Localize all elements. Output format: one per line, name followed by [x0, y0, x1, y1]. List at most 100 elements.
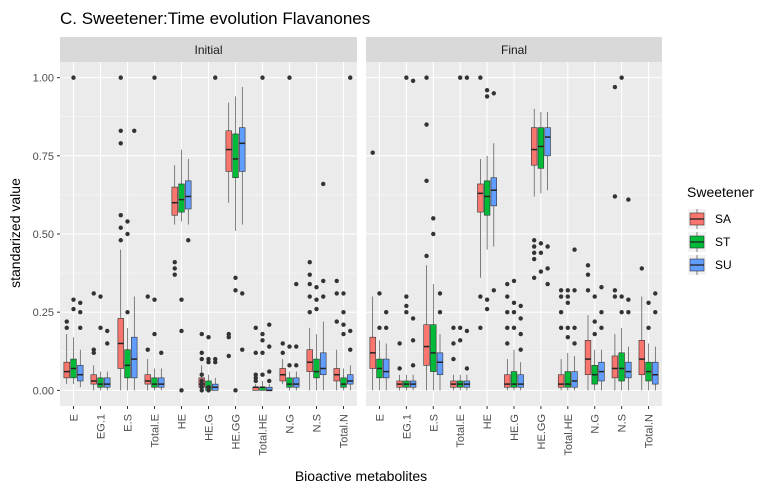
- box-he-gg-st: [232, 96, 239, 393]
- outlier-point: [294, 363, 299, 368]
- outlier-point: [404, 303, 409, 309]
- outlier-point: [321, 278, 326, 284]
- box-he-gg-sa: [225, 102, 232, 359]
- outlier-point: [478, 294, 483, 299]
- box-e-s-st: [430, 216, 437, 391]
- outlier-point: [253, 375, 258, 381]
- outlier-point: [179, 328, 184, 334]
- outlier-point: [639, 266, 645, 271]
- box-iqr: [131, 336, 138, 379]
- outlier-point: [653, 309, 658, 315]
- box-total-e-sa: [144, 294, 151, 391]
- outlier-point: [410, 363, 416, 368]
- outlier-point: [199, 356, 204, 362]
- outlier-point: [424, 178, 429, 184]
- outlier-point: [321, 294, 326, 299]
- legend-label: ST: [715, 235, 731, 249]
- box-iqr: [537, 127, 545, 169]
- box-he-st: [178, 149, 185, 393]
- outlier-point: [451, 341, 456, 346]
- box-eg-1-sa: [90, 291, 97, 391]
- box-total-he-st: [259, 75, 266, 391]
- outlier-point: [159, 350, 164, 356]
- outlier-point: [199, 388, 204, 393]
- outlier-point: [464, 75, 470, 80]
- x-tick-label: HE: [482, 414, 494, 429]
- box-he-g-sa: [198, 331, 205, 393]
- box-iqr: [483, 180, 491, 216]
- outlier-point: [370, 150, 375, 155]
- outlier-point: [377, 291, 382, 296]
- box-iqr: [652, 361, 659, 385]
- outlier-point: [240, 347, 245, 352]
- x-tick-label: HE.GG: [536, 414, 548, 449]
- outlier-point: [518, 347, 523, 352]
- box-total-he-sa: [252, 325, 259, 391]
- outlier-point: [280, 341, 285, 346]
- outlier-point: [451, 356, 456, 362]
- facets-layer: Initial 0.00 0.25 0.50 0.75 1.00 E EG.1 E.S Total…: [33, 37, 662, 456]
- outlier-point: [78, 300, 83, 305]
- outlier-point: [321, 181, 326, 187]
- outlier-point: [558, 288, 564, 293]
- box-n-g-su: [293, 281, 300, 391]
- outlier-point: [307, 309, 312, 315]
- outlier-point: [511, 300, 517, 305]
- x-tick-label: Total.N: [339, 414, 351, 448]
- box-eg-1-st: [97, 294, 104, 391]
- box-iqr: [611, 355, 619, 379]
- box-he-sa: [477, 75, 484, 331]
- x-tick-label: E: [69, 414, 81, 421]
- outlier-point: [341, 322, 346, 327]
- outlier-point: [287, 363, 292, 368]
- outlier-point: [558, 309, 564, 315]
- outlier-point: [424, 253, 429, 259]
- outlier-point: [612, 294, 618, 299]
- outlier-point: [307, 294, 312, 299]
- outlier-point: [484, 306, 490, 312]
- outlier-point: [199, 331, 204, 337]
- outlier-point: [612, 84, 618, 90]
- chart-title: C. Sweetener:Time evolution Flavanones: [60, 9, 370, 28]
- x-tick-label: EG.1: [96, 414, 108, 439]
- box-n-s-sa: [306, 259, 313, 391]
- outlier-point: [213, 75, 218, 80]
- box-n-g-sa: [279, 341, 286, 385]
- outlier-point: [484, 94, 490, 99]
- outlier-point: [118, 213, 123, 218]
- box-he-gg-su: [544, 112, 551, 287]
- y-axis-title: standarized value: [7, 178, 23, 288]
- outlier-point: [511, 325, 517, 331]
- outlier-point: [457, 75, 463, 80]
- box-e-st: [376, 291, 383, 391]
- outlier-point: [505, 309, 510, 315]
- x-tick-label: E.S: [123, 414, 135, 432]
- box-total-he-su: [571, 247, 578, 391]
- x-tick-label: HE.G: [204, 414, 216, 441]
- box-he-g-st: [205, 335, 212, 393]
- outlier-point: [64, 319, 69, 324]
- legend-item-su: SU: [688, 255, 732, 275]
- outlier-point: [71, 297, 76, 302]
- outlier-point: [125, 309, 130, 315]
- outlier-point: [431, 231, 436, 237]
- outlier-point: [226, 331, 231, 337]
- outlier-point: [410, 316, 416, 321]
- x-tick-label: N.S: [617, 414, 629, 432]
- outlier-point: [226, 353, 231, 359]
- outlier-point: [118, 128, 123, 133]
- box-iqr: [490, 177, 497, 207]
- outlier-point: [314, 297, 319, 302]
- box-iqr: [510, 371, 518, 388]
- box-iqr: [144, 374, 151, 385]
- x-tick-label: Total.E: [150, 414, 162, 448]
- outlier-point: [91, 347, 96, 352]
- outlier-point: [179, 297, 184, 302]
- outlier-point: [518, 303, 523, 309]
- box-iqr: [517, 374, 524, 388]
- outlier-point: [118, 141, 123, 146]
- outlier-point: [538, 241, 544, 246]
- outlier-point: [341, 331, 346, 337]
- box-n-s-st: [618, 75, 625, 391]
- facet-strip-label: Initial: [194, 43, 222, 57]
